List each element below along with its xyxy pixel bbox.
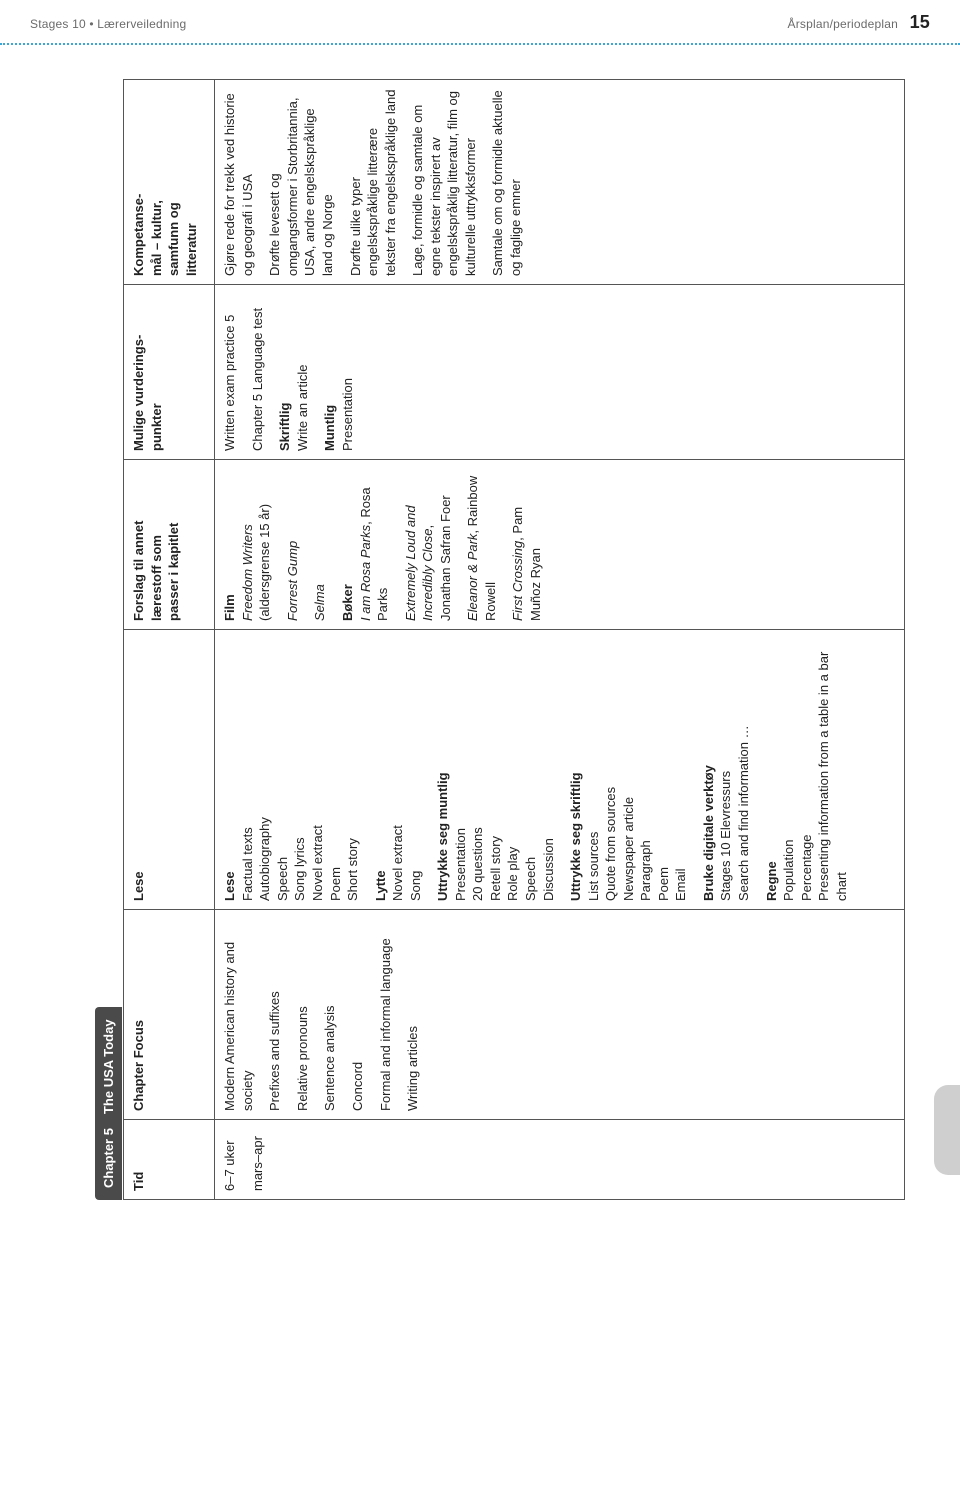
col-focus: Chapter Focus bbox=[124, 910, 215, 1120]
table-body-row: 6–7 uker mars–apr Modern American histor… bbox=[215, 80, 905, 1200]
film-block: Film Freedom Writers (aldersgrense 15 år… bbox=[221, 468, 329, 621]
col-tid: Tid bbox=[124, 1120, 215, 1200]
plan-table: Tid Chapter Focus Lese Forslag til annet… bbox=[123, 79, 905, 1200]
lytte-block: Lytte Novel extract Song bbox=[372, 638, 425, 901]
cell-activities: Lese Factual texts Autobiography Speech … bbox=[215, 630, 905, 910]
chapter-tab: Chapter 5The USA Today bbox=[95, 1007, 122, 1200]
chapter-tab-row: Chapter 5The USA Today bbox=[95, 390, 123, 1200]
col-vurdering: Mulige vurderings- punkter bbox=[124, 285, 215, 460]
skriftlig-block: Uttrykke seg skriftlig List sources Quot… bbox=[567, 638, 690, 901]
col-forslag: Forslag til annet lærestoff som passer i… bbox=[124, 460, 215, 630]
muntlig-block: Uttrykke seg muntlig Presentation 20 que… bbox=[434, 638, 557, 901]
digital-block: Bruke digitale verktøy Stages 10 Elevres… bbox=[700, 638, 753, 901]
header-divider bbox=[0, 43, 960, 45]
col-activity: Lese bbox=[124, 630, 215, 910]
cell-focus: Modern American history and society Pref… bbox=[215, 910, 905, 1120]
cell-forslag: Film Freedom Writers (aldersgrense 15 år… bbox=[215, 460, 905, 630]
cell-vurdering: Written exam practice 5 Chapter 5 Langua… bbox=[215, 285, 905, 460]
runhead-right: Årsplan/periodeplan 15 bbox=[787, 12, 930, 33]
cell-kompetanse: Gjøre rede for trekk ved historie og geo… bbox=[215, 80, 905, 285]
regne-block: Regne Population Percentage Presenting i… bbox=[763, 638, 851, 901]
page-number: 15 bbox=[910, 12, 930, 32]
table-header-row: Tid Chapter Focus Lese Forslag til annet… bbox=[124, 80, 215, 1200]
boker-block: Bøker I am Rosa Parks, Rosa Parks Extrem… bbox=[339, 468, 544, 621]
col-kompetanse: Kompetanse- mål – kultur, samfunn og lit… bbox=[124, 80, 215, 285]
lese-block: Lese Factual texts Autobiography Speech … bbox=[221, 638, 361, 901]
cell-tid: 6–7 uker mars–apr bbox=[215, 1120, 905, 1200]
rotated-content: Chapter 5The USA Today Tid Chapter Focus… bbox=[95, 390, 960, 1200]
runhead-left: Stages 10 • Lærerveiledning bbox=[30, 17, 186, 31]
running-header: Stages 10 • Lærerveiledning Årsplan/peri… bbox=[30, 0, 930, 33]
